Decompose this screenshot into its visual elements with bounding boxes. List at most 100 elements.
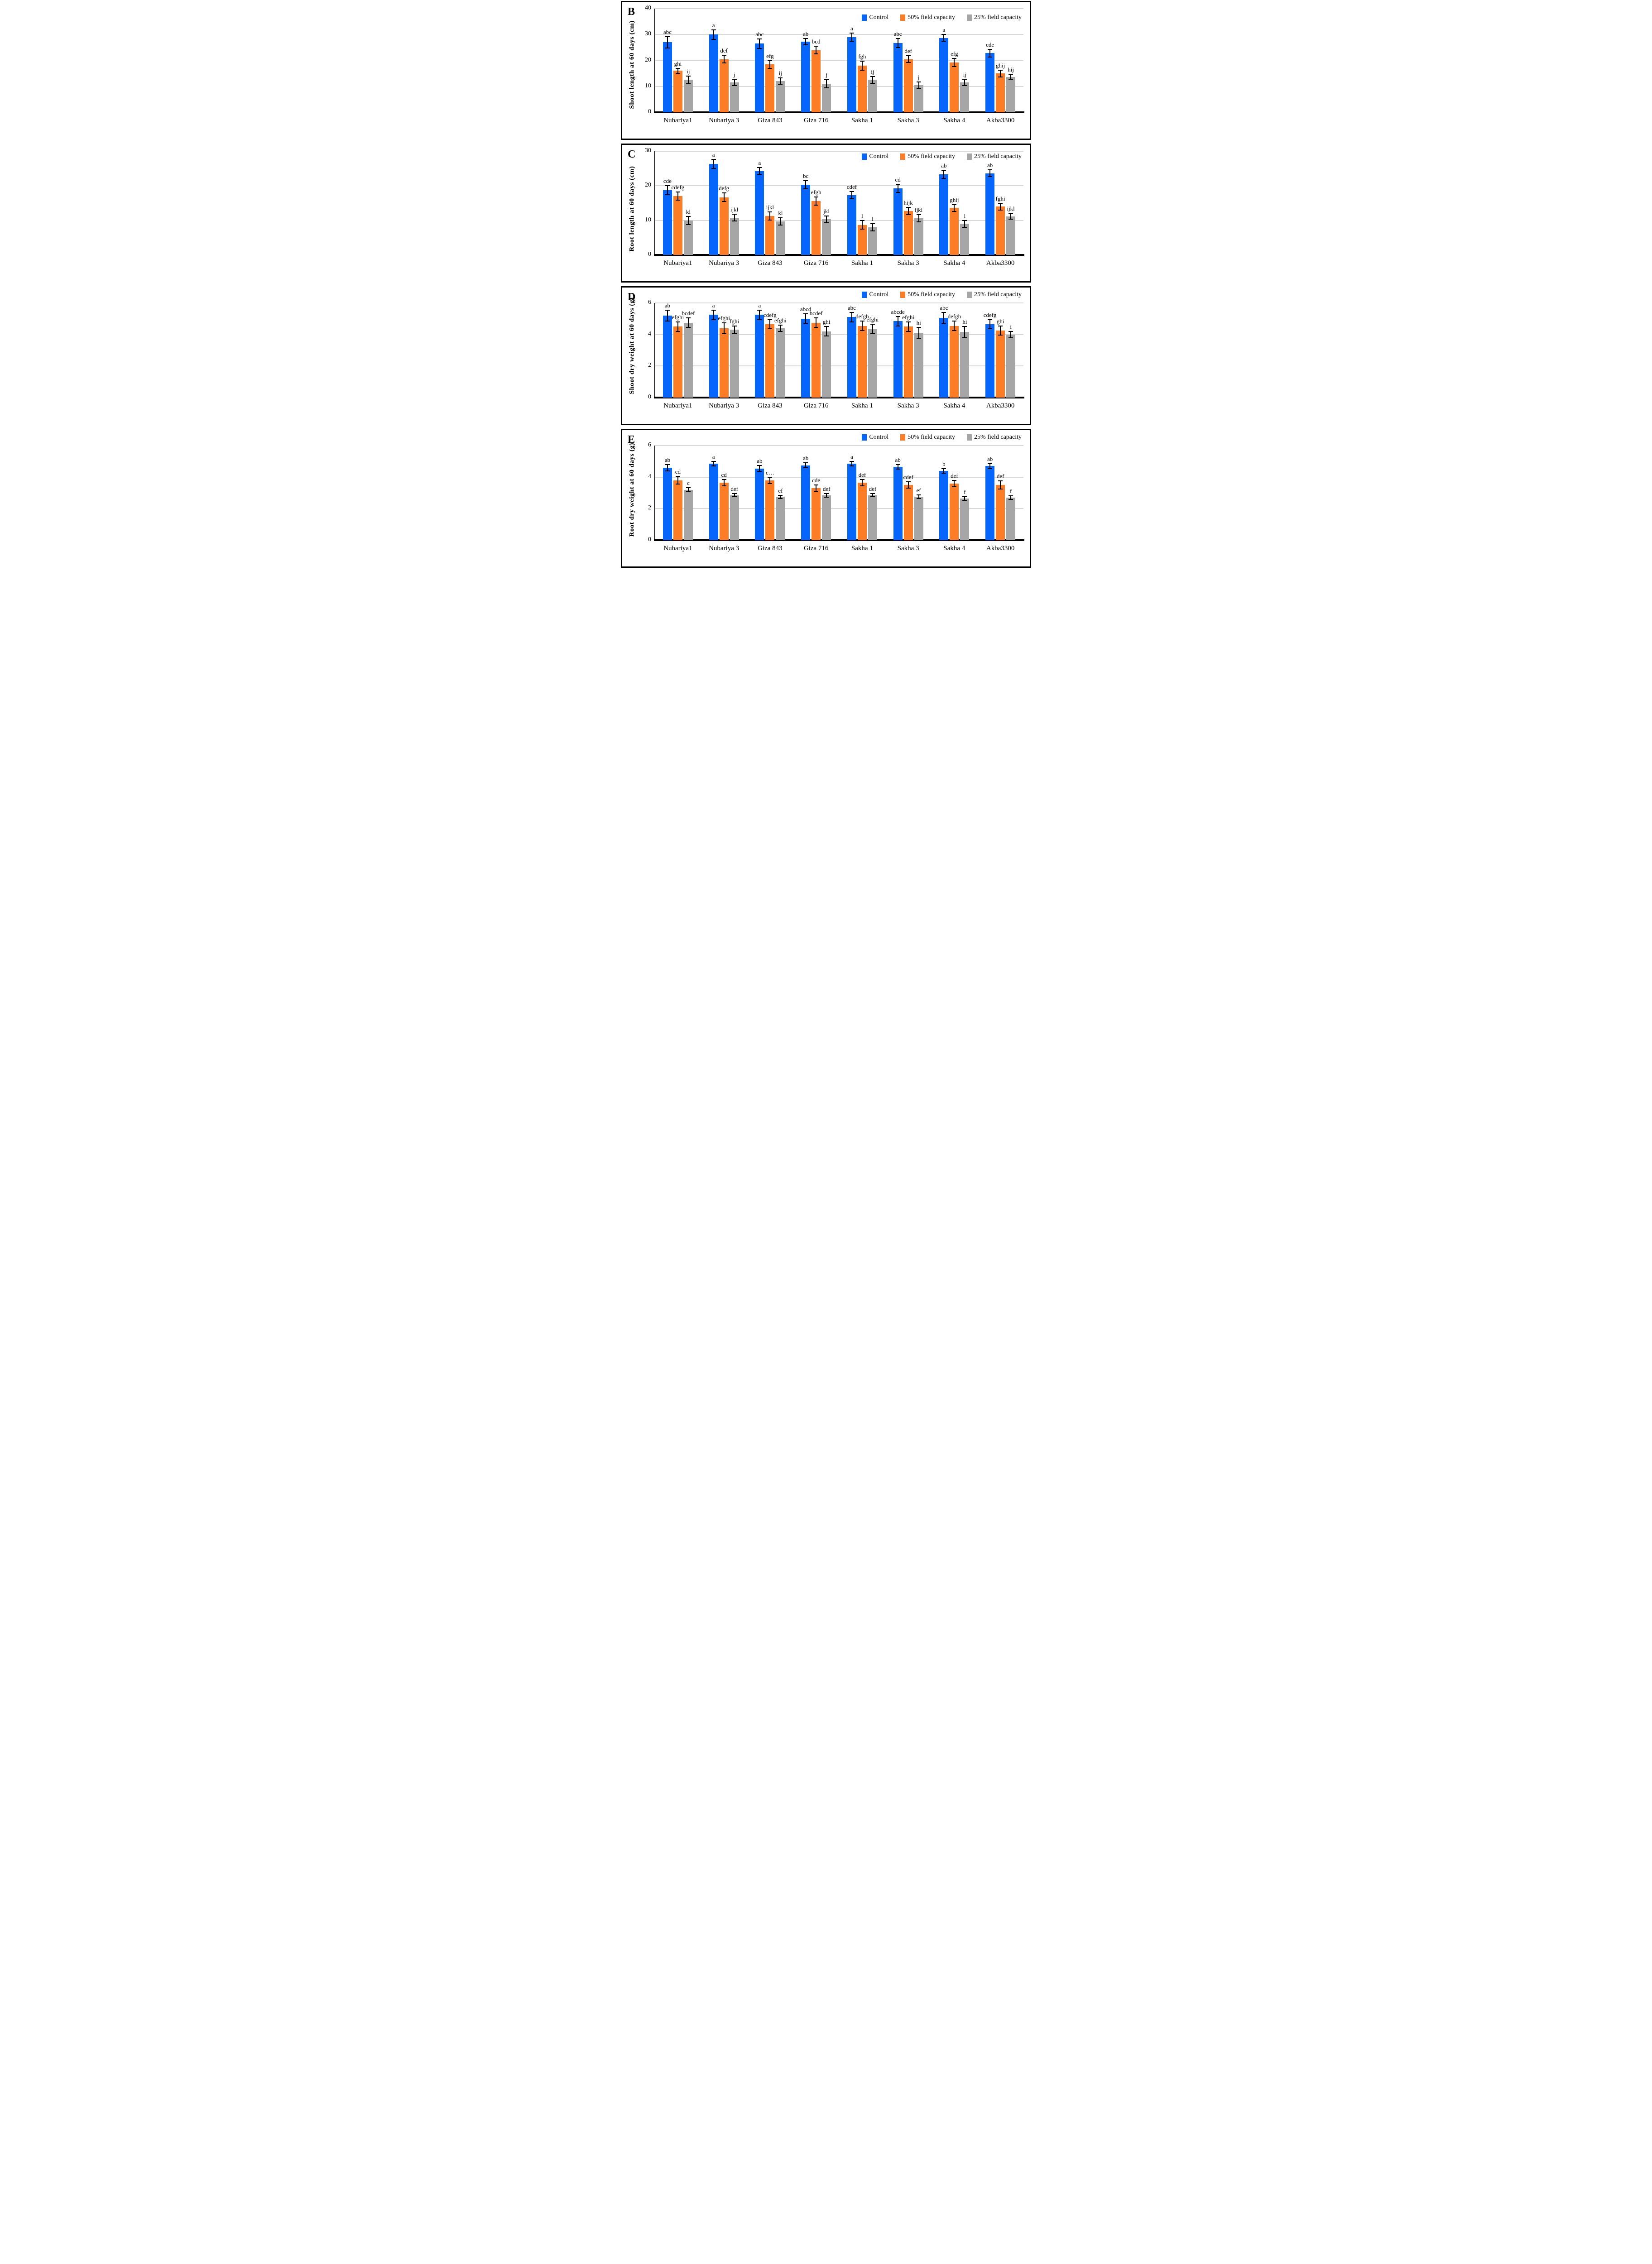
significance-letter: ghij xyxy=(996,62,1005,69)
y-tick-label: 6 xyxy=(648,299,651,306)
bar-50pct-field-capacity xyxy=(812,322,821,398)
bar-control xyxy=(755,315,764,398)
error-bar-cap-bottom xyxy=(778,84,783,85)
legend-swatch-25pct xyxy=(967,292,972,298)
error-bar-cap-top xyxy=(870,493,875,494)
error-bar xyxy=(918,215,919,222)
error-bar xyxy=(759,167,760,175)
error-bar xyxy=(861,61,863,71)
error-bar-cap-bottom xyxy=(952,211,957,212)
bar-control xyxy=(755,171,764,255)
error-bar-cap-top xyxy=(941,312,946,313)
error-bar-cap-bottom xyxy=(895,469,900,470)
error-bar xyxy=(954,480,955,487)
bar-25pct-field-capacity xyxy=(868,329,877,398)
significance-letter: bcdef xyxy=(682,310,695,317)
bar-25pct-field-capacity xyxy=(914,333,923,398)
bar-25pct-field-capacity xyxy=(776,221,785,255)
significance-letter: efghi xyxy=(718,314,730,321)
y-tick-label: 4 xyxy=(648,330,651,337)
legend: Control 50% field capacity 25% field capac… xyxy=(862,291,1022,298)
category-label: Akba3300 xyxy=(986,117,1015,124)
error-bar xyxy=(1000,481,1001,489)
bar-25pct-field-capacity xyxy=(1006,77,1016,112)
error-bar-cap-top xyxy=(768,211,773,212)
bar-25pct-field-capacity xyxy=(914,218,923,255)
error-bar-cap-top xyxy=(686,487,691,489)
category-label: Sakha 4 xyxy=(943,545,965,552)
error-bar-cap-bottom xyxy=(732,85,737,86)
error-bar-cap-top xyxy=(988,319,993,320)
error-bar xyxy=(667,464,668,471)
error-bar-cap-bottom xyxy=(860,70,864,71)
error-bar xyxy=(780,495,781,499)
bar-control xyxy=(847,464,856,540)
bar-50pct-field-capacity xyxy=(812,50,821,112)
error-bar-cap-bottom xyxy=(952,330,957,331)
error-bar-cap-top xyxy=(778,77,783,79)
error-bar-cap-top xyxy=(721,192,726,194)
legend-item: 25% field capacity xyxy=(967,291,1022,298)
significance-letter: bc xyxy=(802,172,809,179)
significance-letter: abc xyxy=(847,304,856,311)
significance-letter: ab xyxy=(757,457,763,464)
error-bar-cap-top xyxy=(860,60,864,62)
error-bar xyxy=(851,33,852,41)
error-bar xyxy=(851,312,852,322)
error-bar-cap-top xyxy=(721,479,726,480)
legend-swatch-25pct xyxy=(967,434,972,441)
error-bar-cap-top xyxy=(665,185,670,187)
error-bar-cap-bottom xyxy=(870,230,875,231)
error-bar xyxy=(677,192,678,201)
significance-letter: a xyxy=(712,151,715,158)
significance-letter: cde xyxy=(812,477,821,484)
plot-area: 0 2 4 6 ab efghi bcdef Nubariya1 a efghi fghi Nubar… xyxy=(648,299,1024,409)
panel-B: B Shoot length at 60 days (cm) 0 10 20 30 40… xyxy=(621,1,1031,140)
y-axis xyxy=(654,446,655,540)
error-bar xyxy=(713,310,714,320)
error-bar xyxy=(826,216,827,223)
error-bar xyxy=(908,482,909,489)
gridline xyxy=(655,60,1023,61)
bar-control xyxy=(893,43,903,112)
error-bar xyxy=(713,29,714,39)
error-bar-cap-bottom xyxy=(814,53,819,55)
significance-letter: ghi xyxy=(996,317,1004,325)
error-bar xyxy=(989,319,991,329)
significance-letter: hi xyxy=(962,318,967,326)
bar-50pct-field-capacity xyxy=(812,488,821,540)
significance-letter: def xyxy=(822,485,831,492)
significance-letter: cde xyxy=(663,177,672,185)
error-bar-cap-top xyxy=(1008,212,1013,214)
bar-50pct-field-capacity xyxy=(903,326,913,398)
legend: Control 50% field capacity 25% field capac… xyxy=(862,153,1022,160)
error-bar xyxy=(908,56,909,63)
legend-item: 25% field capacity xyxy=(967,434,1022,441)
error-bar-cap-top xyxy=(849,312,854,313)
error-bar-cap-bottom xyxy=(988,328,993,330)
significance-letter: ab xyxy=(987,456,993,463)
significance-letter: jkl xyxy=(823,207,830,215)
error-bar-cap-bottom xyxy=(998,335,1003,336)
error-bar-cap-bottom xyxy=(962,85,967,86)
y-axis-title: Shoot length at 60 days (cm) xyxy=(628,20,636,109)
error-bar-cap-top xyxy=(870,76,875,77)
bar-50pct-field-capacity xyxy=(996,485,1005,540)
significance-letter: efgh xyxy=(811,188,821,196)
legend-swatch-control xyxy=(862,292,867,298)
error-bar-cap-top xyxy=(962,496,967,497)
bar-50pct-field-capacity xyxy=(950,208,959,255)
error-bar xyxy=(954,321,955,331)
error-bar-cap-top xyxy=(916,326,921,328)
error-bar xyxy=(769,60,771,68)
error-bar-cap-top xyxy=(916,494,921,496)
significance-letter: fghi xyxy=(730,317,740,325)
y-tick-label: 10 xyxy=(645,82,651,89)
category-label: Giza 843 xyxy=(758,402,783,409)
error-bar xyxy=(805,463,807,468)
significance-letter: def xyxy=(730,485,738,493)
y-tick-label: 0 xyxy=(648,251,651,258)
error-bar xyxy=(769,477,771,484)
y-tick-label: 20 xyxy=(645,56,651,63)
significance-letter: cdefg xyxy=(983,311,997,318)
